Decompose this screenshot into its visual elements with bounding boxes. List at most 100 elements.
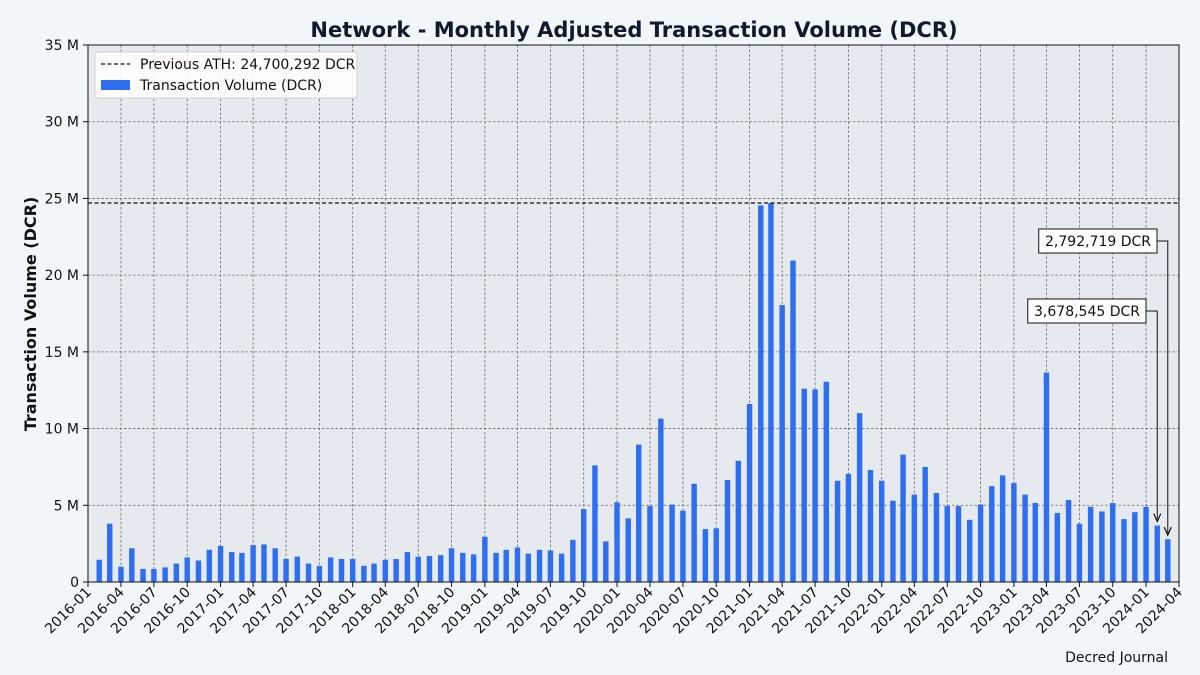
bar (294, 556, 301, 582)
chart-title: Network - Monthly Adjusted Transaction V… (310, 18, 957, 42)
bar (437, 555, 444, 582)
footer-credit: Decred Journal (1065, 650, 1168, 666)
bar (944, 506, 950, 582)
y-tick-label: 25 M (45, 191, 79, 207)
plot-frame (87, 44, 1180, 583)
legend-label-volume: Transaction Volume (DCR) (139, 78, 322, 94)
y-tick-label: 20 M (45, 268, 79, 284)
bar (768, 203, 774, 582)
legend-swatch-volume (101, 80, 130, 90)
bar (625, 518, 631, 582)
bar (614, 502, 620, 582)
bar (702, 529, 709, 582)
bar (426, 555, 433, 582)
bar (933, 493, 940, 582)
bar (493, 552, 499, 582)
bar (558, 553, 565, 582)
bar (184, 557, 190, 582)
bar (1099, 511, 1105, 582)
legend-label-ath: Previous ATH: 24,700,292 DCR (140, 57, 356, 73)
bar (229, 552, 235, 582)
bar (316, 565, 323, 582)
bar (570, 539, 576, 582)
bar (525, 553, 532, 582)
bar (790, 260, 796, 582)
plot-area (88, 45, 1179, 582)
bar (1054, 512, 1061, 582)
bar (415, 556, 421, 582)
bar (779, 305, 785, 582)
bar (911, 494, 918, 582)
bar (1076, 523, 1083, 582)
bar (272, 548, 278, 582)
bar (647, 506, 653, 582)
bar (107, 523, 113, 582)
bar (404, 552, 411, 582)
bar (173, 563, 180, 582)
bar (261, 544, 267, 582)
annotation-box (1027, 298, 1147, 324)
bar (1087, 506, 1094, 582)
bar (1143, 506, 1149, 582)
bar (349, 558, 356, 582)
bar (393, 558, 399, 582)
annotation-arrow-line (1157, 240, 1169, 534)
bar (514, 547, 521, 582)
bar (890, 500, 896, 582)
annotation-label: 3,678,545 DCR (1034, 304, 1140, 320)
bar (856, 413, 863, 582)
bar (1154, 525, 1160, 582)
bar (371, 563, 377, 582)
bar (547, 550, 554, 582)
bar (361, 565, 367, 582)
bar (536, 549, 543, 582)
bar (580, 509, 587, 582)
bar (922, 466, 928, 582)
bar (217, 545, 224, 582)
bar (966, 519, 973, 582)
bar (482, 536, 488, 582)
bar (746, 404, 753, 582)
bar (382, 559, 388, 582)
legend-box (94, 51, 358, 99)
bar (1132, 512, 1138, 582)
bar (955, 506, 962, 582)
bar (1165, 539, 1171, 582)
bar (713, 528, 719, 582)
bar (691, 483, 697, 582)
bar (735, 460, 742, 582)
bar (592, 465, 598, 582)
bar (823, 381, 830, 582)
y-tick-label: 5 M (54, 498, 79, 514)
bar (503, 549, 509, 582)
bar (327, 557, 334, 582)
bar (1032, 502, 1038, 582)
bar (1110, 502, 1116, 582)
annotation-arrow-line (1146, 310, 1158, 520)
bar (1011, 483, 1017, 582)
bar (162, 567, 168, 582)
bar (1043, 372, 1050, 582)
bar (250, 545, 256, 582)
y-tick-label: 35 M (45, 38, 79, 54)
y-tick-label: 0 (70, 575, 79, 591)
bar (989, 486, 995, 582)
bar (460, 552, 466, 582)
bar (658, 418, 664, 582)
bar (1022, 494, 1028, 582)
y-tick-label: 10 M (45, 422, 79, 438)
annotation-arrowhead (1153, 513, 1162, 524)
bar (867, 469, 874, 582)
bar (129, 548, 135, 582)
bar (758, 205, 764, 582)
bar (801, 388, 807, 582)
bar (636, 444, 642, 582)
bar (96, 559, 102, 582)
bar (603, 541, 609, 582)
bar (206, 549, 213, 582)
bar (151, 568, 157, 582)
bar (195, 560, 202, 582)
bar (724, 479, 731, 582)
bar (845, 473, 852, 582)
bar (977, 504, 984, 582)
